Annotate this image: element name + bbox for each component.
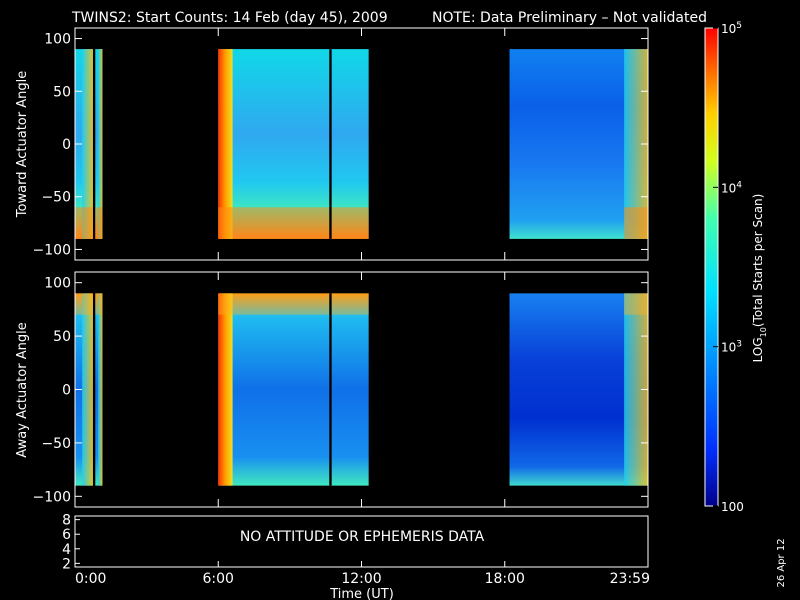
no-data-message: NO ATTITUDE OR EPHEMERIS DATA xyxy=(240,529,485,545)
colorbar xyxy=(704,27,719,507)
x-tick-label: 23:59 xyxy=(610,571,650,587)
toward-edge-band xyxy=(218,207,369,239)
toward-ytick-label: 50 xyxy=(53,84,71,100)
colorbar-label-log: LOG xyxy=(751,337,765,362)
colorbar-tick-label: 100 xyxy=(721,500,744,514)
toward-ytick-label: 0 xyxy=(62,137,71,153)
colorbar-label-rest: (Total Starts per Scan) xyxy=(751,194,765,328)
ephemeris-ytick-label: 4 xyxy=(62,542,71,558)
toward-ytick-label: 100 xyxy=(44,32,71,48)
away-ytick-label: 0 xyxy=(62,383,71,399)
colorbar-ticks: 105 104 103 100 xyxy=(713,21,744,514)
away-ytick-label: 100 xyxy=(44,276,71,292)
date-stamp: 26 Apr 12 xyxy=(776,538,787,587)
toward-warm-edge xyxy=(98,49,103,239)
toward-ytick-label: −50 xyxy=(41,190,71,206)
toward-edge-band xyxy=(95,207,103,239)
away-ytick-label: −50 xyxy=(41,436,71,452)
x-axis-label: Time (UT) xyxy=(329,587,394,600)
toward-warm-edge xyxy=(624,49,648,239)
toward-hot-edge xyxy=(218,49,233,239)
preliminary-note: NOTE: Data Preliminary – Not validated xyxy=(432,10,707,26)
away-warm-edge xyxy=(624,293,648,486)
x-tick-label: 6:00 xyxy=(203,571,234,587)
away-hot-edge xyxy=(218,293,233,486)
ephemeris-ytick-label: 2 xyxy=(62,556,71,572)
x-tick-label: 18:00 xyxy=(485,571,525,587)
colorbar-tick-label: 104 xyxy=(721,180,742,195)
away-warm-edge xyxy=(98,293,103,486)
x-tick-label: 12:00 xyxy=(341,571,381,587)
colorbar-tick-label: 103 xyxy=(721,340,742,355)
toward-data-gap xyxy=(329,49,332,239)
toward-ytick-label: −100 xyxy=(33,242,71,258)
colorbar-label-base: 10 xyxy=(759,327,768,337)
away-warm-edge xyxy=(82,293,93,486)
away-ytick-label: −100 xyxy=(33,489,71,505)
away-heatmap xyxy=(75,293,648,486)
away-edge-band xyxy=(95,293,103,315)
away-data-block xyxy=(218,293,369,486)
toward-warm-edge xyxy=(82,49,93,239)
away-y-label: Away Actuator Angle xyxy=(15,322,30,457)
chart-title: TWINS2: Start Counts: 14 Feb (day 45), 2… xyxy=(71,10,388,26)
away-data-gap xyxy=(329,293,332,486)
x-tick-label: 0:00 xyxy=(75,571,106,587)
toward-edge-band xyxy=(75,207,93,239)
away-ytick-label: 50 xyxy=(53,329,71,345)
away-edge-band xyxy=(218,293,369,315)
toward-heatmap xyxy=(75,49,648,239)
toward-edge-band xyxy=(624,207,648,239)
colorbar-label: LOG10(Total Starts per Scan) xyxy=(751,194,768,363)
ephemeris-ytick-label: 8 xyxy=(62,513,71,529)
toward-y-label: Toward Actuator Angle xyxy=(15,71,30,218)
ephemeris-ytick-label: 6 xyxy=(62,527,71,543)
colorbar-tick-label: 105 xyxy=(721,21,742,36)
away-edge-band xyxy=(624,293,648,315)
away-edge-band xyxy=(75,293,93,315)
